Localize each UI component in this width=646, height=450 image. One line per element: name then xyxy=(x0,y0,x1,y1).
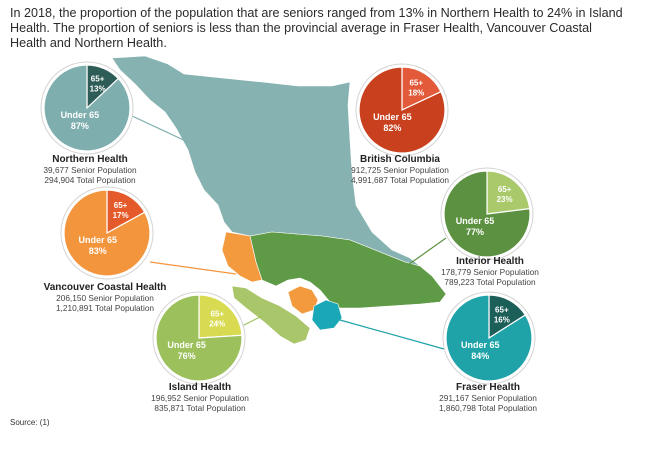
pie-label-island-seniors: 65+ xyxy=(210,310,224,319)
pie-slice-bc-under65 xyxy=(358,66,446,154)
senior-population: 206,150 Senior Population xyxy=(56,293,154,303)
pie-label-coastal-under65: Under 65 xyxy=(79,235,118,245)
senior-population: 291,167 Senior Population xyxy=(439,393,537,403)
pie-label-fraser-under65: Under 65 xyxy=(461,340,500,350)
senior-population: 912,725 Senior Population xyxy=(351,165,449,175)
label-interior: Interior Health 178,779 Senior Populatio… xyxy=(420,256,560,288)
label-bc: British Columbia 912,725 Senior Populati… xyxy=(330,154,470,186)
total-population: 1,860,798 Total Population xyxy=(438,403,538,413)
pie-slice-interior-seniors xyxy=(486,170,531,215)
pie-label-northern-under65: Under 65 xyxy=(61,110,100,120)
region-name: Northern Health xyxy=(52,154,128,165)
pie-slice-northern-under65 xyxy=(43,64,131,152)
pie-value-island-seniors: 24% xyxy=(209,320,225,329)
map-region-coastal xyxy=(221,231,263,283)
region-name: Interior Health xyxy=(456,256,524,267)
source-note: Source: (1) xyxy=(10,418,50,427)
pie-label-interior-under65: Under 65 xyxy=(456,216,495,226)
pie-slice-coastal-under65 xyxy=(63,189,151,277)
pie-slice-fraser-under65 xyxy=(445,294,533,382)
pie-value-interior-seniors: 23% xyxy=(497,195,513,204)
pie-value-island-under65: 76% xyxy=(178,351,196,361)
senior-population: 39,677 Senior Population xyxy=(43,165,137,175)
pie-value-bc-seniors: 18% xyxy=(408,88,424,97)
label-fraser: Fraser Health 291,167 Senior Population … xyxy=(418,382,558,414)
pie-label-bc-seniors: 65+ xyxy=(409,78,423,87)
connector-coastal xyxy=(149,261,237,275)
pie-value-northern-seniors: 13% xyxy=(90,85,106,94)
pie-value-coastal-under65: 83% xyxy=(89,246,107,256)
pie-slice-coastal-seniors xyxy=(106,189,146,235)
map-region-island xyxy=(231,285,311,345)
connector-island xyxy=(241,315,263,327)
connector-interior xyxy=(407,237,447,266)
pie-value-bc-under65: 82% xyxy=(383,123,401,133)
pie-label-fraser-seniors: 65+ xyxy=(495,306,509,315)
total-population: 789,223 Total Population xyxy=(444,277,536,287)
connector-fraser xyxy=(339,319,445,350)
chart-title: In 2018, the proportion of the populatio… xyxy=(10,6,623,50)
pie-label-interior-seniors: 65+ xyxy=(498,185,512,194)
region-name: Vancouver Coastal Health xyxy=(43,282,167,293)
region-name: Fraser Health xyxy=(456,382,520,393)
pie-slice-bc-seniors xyxy=(401,66,442,111)
senior-population: 178,779 Senior Population xyxy=(441,267,539,277)
bc-health-regions-map xyxy=(111,55,447,345)
map-region-fraser xyxy=(311,299,343,331)
pie-value-interior-under65: 77% xyxy=(466,227,484,237)
pie-value-fraser-seniors: 16% xyxy=(494,316,510,325)
region-name: Island Health xyxy=(168,382,232,393)
pie-label-bc-under65: Under 65 xyxy=(373,112,412,122)
label-coastal: Vancouver Coastal Health 206,150 Senior … xyxy=(20,282,190,314)
pie-slice-island-under65 xyxy=(155,294,243,382)
total-population: 4,991,687 Total Population xyxy=(350,175,450,185)
total-population: 1,210,891 Total Population xyxy=(55,303,155,313)
region-name: British Columbia xyxy=(359,154,440,165)
pie-value-coastal-seniors: 17% xyxy=(113,211,129,220)
pie-connector-lines xyxy=(129,114,447,350)
total-population: 294,904 Total Population xyxy=(44,175,136,185)
pie-label-island-under65: Under 65 xyxy=(167,340,206,350)
connector-northern xyxy=(129,114,191,144)
pie-slice-interior-under65 xyxy=(443,170,531,258)
label-northern: Northern Health 39,677 Senior Population… xyxy=(20,154,160,186)
pie-label-northern-seniors: 65+ xyxy=(91,75,105,84)
pie-slice-island-seniors xyxy=(198,294,243,339)
map-region-interior xyxy=(249,231,447,309)
pie-label-coastal-seniors: 65+ xyxy=(114,201,128,210)
label-island: Island Health 196,952 Senior Population … xyxy=(130,382,270,414)
pie-value-fraser-under65: 84% xyxy=(471,351,489,361)
total-population: 835,871 Total Population xyxy=(154,403,246,413)
pie-value-northern-under65: 87% xyxy=(71,121,89,131)
senior-population: 196,952 Senior Population xyxy=(151,393,249,403)
